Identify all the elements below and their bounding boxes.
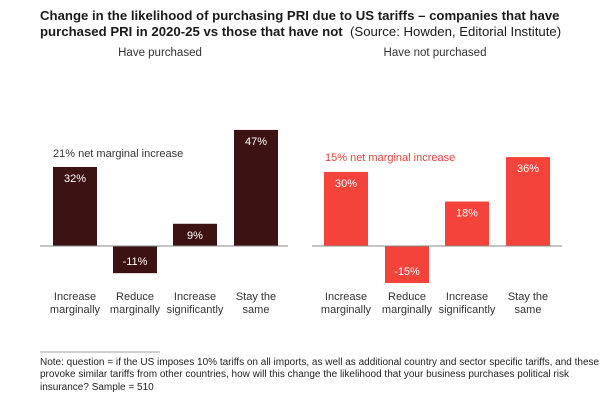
category-label-have-not-purchased-4-line1: Stay the	[508, 291, 548, 303]
category-label-have-not-purchased-2-line1: Reduce	[388, 291, 426, 303]
bar-have-not-purchased-2	[385, 246, 429, 284]
category-label-have-not-purchased-1-line1: Increase	[325, 291, 367, 303]
category-label-have-not-purchased-2-line2: marginally	[382, 304, 433, 316]
value-label-have-not-purchased-1: 30%	[335, 178, 357, 190]
value-label-have-purchased-4: 47%	[245, 136, 267, 148]
category-label-have-purchased-2-line1: Reduce	[116, 291, 154, 303]
bar-have-purchased-1	[53, 166, 97, 246]
category-label-have-purchased-1-line2: marginally	[50, 304, 101, 316]
value-label-have-purchased-3: 9%	[187, 230, 203, 242]
bar-have-not-purchased-1	[324, 171, 368, 246]
bar-have-not-purchased-3	[445, 201, 489, 246]
bar-have-purchased-2	[113, 246, 157, 274]
value-label-have-purchased-2: -11%	[123, 256, 148, 268]
category-label-have-not-purchased-1-line2: marginally	[321, 304, 372, 316]
category-label-have-purchased-2-line2: marginally	[110, 304, 161, 316]
value-label-have-not-purchased-3: 18%	[456, 208, 478, 220]
bar-have-purchased-4	[234, 129, 278, 246]
category-label-have-not-purchased-3-line1: Increase	[446, 291, 488, 303]
value-label-have-not-purchased-4: 36%	[517, 163, 539, 175]
bar-have-purchased-3	[173, 223, 217, 246]
annotation-have-not-purchased: 15% net marginal increase	[325, 152, 455, 164]
category-label-have-not-purchased-3-line2: significantly	[439, 304, 496, 316]
footnote: Note: question = if the US imposes 10% t…	[40, 357, 600, 393]
bar-have-not-purchased-4	[506, 157, 550, 246]
category-label-have-purchased-3-line2: significantly	[167, 304, 224, 316]
annotation-have-purchased: 21% net marginal increase	[53, 148, 183, 160]
category-label-have-purchased-1-line1: Increase	[54, 291, 96, 303]
category-label-have-purchased-4-line2: same	[243, 304, 270, 316]
value-label-have-purchased-1: 32%	[64, 173, 86, 185]
chart-title-main: Change in the likelihood of purchasing P…	[40, 8, 560, 39]
chart-title: Change in the likelihood of purchasing P…	[40, 8, 600, 39]
category-label-have-not-purchased-4-line2: same	[515, 304, 542, 316]
value-label-have-not-purchased-2: -15%	[394, 266, 420, 278]
category-label-have-purchased-3-line1: Increase	[174, 291, 216, 303]
category-label-have-purchased-4-line1: Stay the	[236, 291, 276, 303]
note-separator	[40, 351, 160, 353]
panel-title-have-purchased: Have purchased	[118, 47, 202, 59]
chart-source: (Source: Howden, Editorial Institute)	[350, 23, 562, 39]
panel-title-have-not-purchased: Have not purchased	[383, 47, 487, 59]
